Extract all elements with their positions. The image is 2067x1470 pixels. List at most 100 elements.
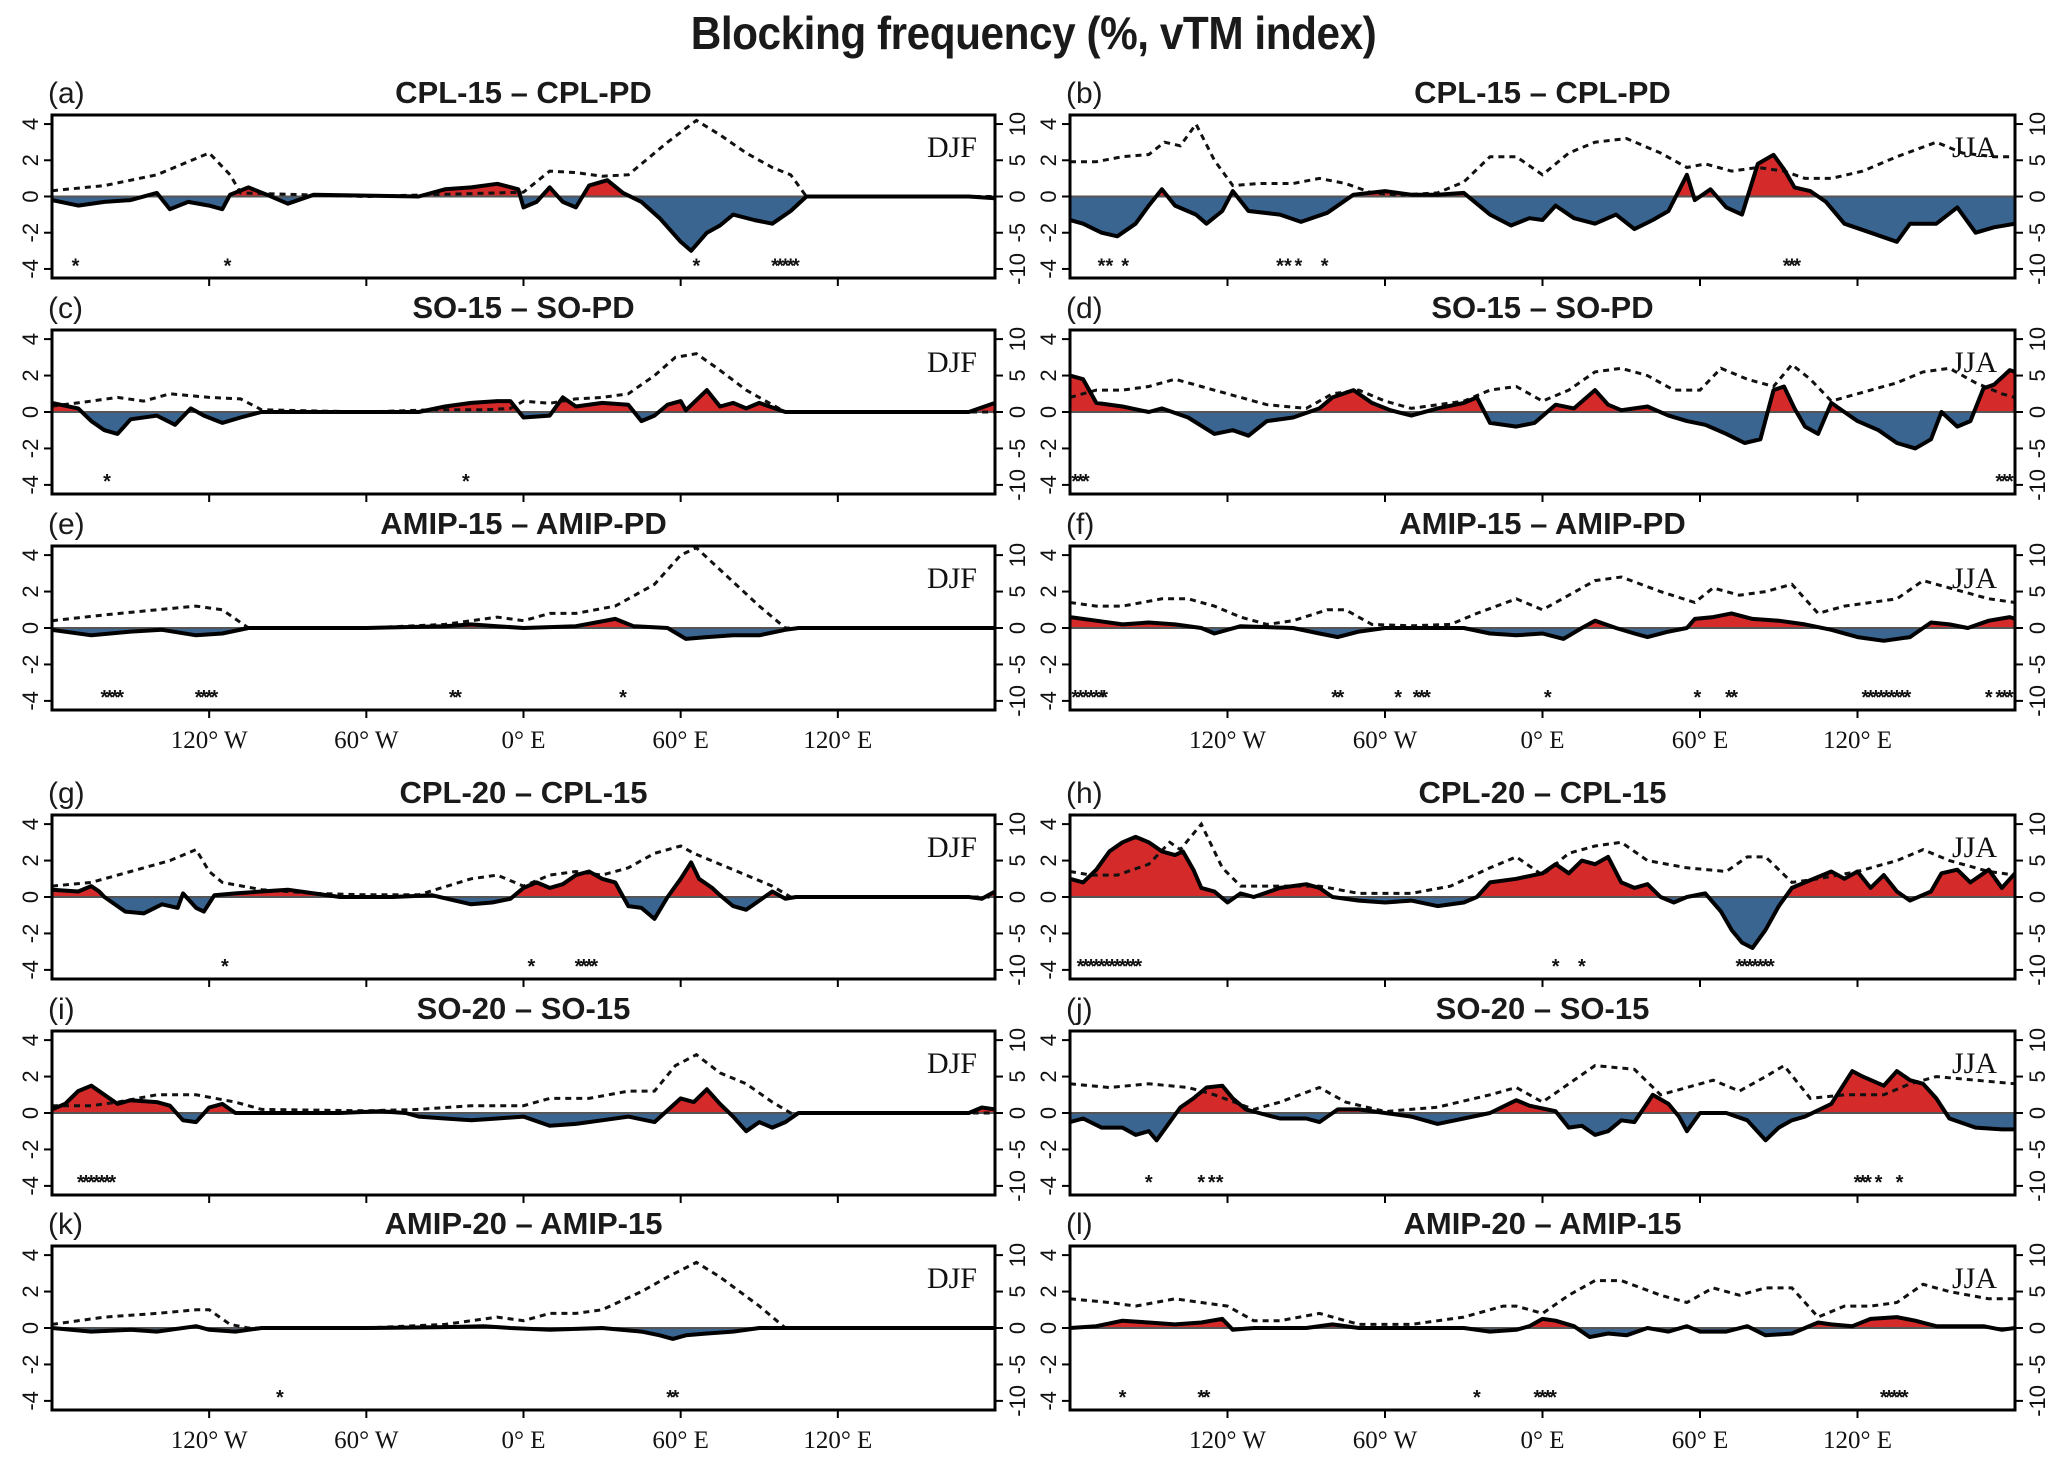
positive-anomaly-fill [52, 862, 995, 897]
significance-star: * [585, 956, 593, 978]
panel-g: (g) CPL-20 – CPL-15* * ****DJF420-2-41050-5… [18, 775, 1030, 987]
season-label: JJA [1952, 1047, 1997, 1080]
left-axis-tick-label: -4 [1036, 475, 1061, 495]
significance-star: * [2001, 687, 2009, 709]
panel-i: (i) SO-20 – SO-15*******DJF420-2-41050-5-… [18, 991, 1030, 1203]
x-axis-tick-label: 60° E [652, 1427, 709, 1454]
significance-star: * [1336, 687, 1344, 709]
significance-star: * [1098, 956, 1106, 978]
left-axis-tick-label: 0 [1036, 1107, 1061, 1119]
climatology-line [52, 1052, 995, 1115]
significance-star: * [1124, 956, 1132, 978]
significance-star: * [619, 687, 627, 709]
climatology-line [52, 118, 995, 199]
significance-star: * [103, 1172, 111, 1194]
left-axis-tick-label: 0 [1036, 406, 1061, 418]
left-axis-tick-label: 2 [18, 585, 43, 597]
right-axis-tick-label: -10 [2025, 1170, 2050, 1202]
significance-star: * [116, 687, 124, 709]
significance-star: * [1197, 1387, 1205, 1409]
right-axis-tick-label: 5 [2025, 1070, 2050, 1082]
right-axis-tick-label: -10 [1005, 1170, 1030, 1202]
significance-star: * [1762, 956, 1770, 978]
left-axis-tick-label: 2 [18, 1285, 43, 1297]
right-axis-tick-label: 0 [1005, 190, 1030, 202]
plot-area: * * * * * * * *** [1070, 121, 2015, 277]
significance-star: * [276, 1387, 284, 1409]
right-axis-tick-label: 0 [1005, 1322, 1030, 1334]
plot-area: **** **** ** * [52, 546, 995, 709]
significance-star: * [1896, 1387, 1904, 1409]
right-axis-tick-label: 10 [1005, 327, 1030, 351]
panel-label: (c) [48, 292, 83, 325]
right-axis-tick-label: 0 [2025, 1107, 2050, 1119]
plot-area: ******* ** * *** * * ** ********* * *** [1070, 575, 2015, 709]
panel-l: (l) AMIP-20 – AMIP-15* ** * **** *****JJA420-… [1036, 1206, 2050, 1454]
left-axis-tick-label: -4 [1036, 960, 1061, 980]
left-axis-tick-label: -4 [1036, 1391, 1061, 1411]
significance-star: * [1751, 956, 1759, 978]
left-axis-tick-label: -2 [18, 439, 43, 459]
significance-star: * [2001, 471, 2009, 493]
significance-star: * [1875, 1172, 1883, 1194]
right-axis-tick-label: 10 [2025, 1243, 2050, 1267]
anomaly-line [52, 860, 995, 921]
significance-star: * [82, 1172, 90, 1194]
significance-star: * [100, 687, 108, 709]
right-axis-tick-label: -10 [1005, 1385, 1030, 1417]
left-axis-tick-label: -2 [18, 924, 43, 944]
plot-area: ****** [52, 844, 995, 978]
significance-star: * [462, 471, 470, 493]
left-axis-tick-label: -2 [18, 223, 43, 243]
right-axis-tick-label: 0 [2025, 622, 2050, 634]
anomaly-line [1070, 611, 2015, 643]
significance-star: * [1331, 687, 1339, 709]
panel-label: (j) [1066, 993, 1093, 1026]
significance-star: * [1108, 956, 1116, 978]
significance-star: * [1423, 687, 1431, 709]
significance-star: * [1903, 687, 1911, 709]
left-axis-tick-label: 4 [18, 118, 43, 130]
panel-h: (h) CPL-20 – CPL-15************ * * *******J… [1036, 775, 2050, 987]
positive-anomaly-fill [1070, 613, 2015, 628]
negative-anomaly-fill [52, 628, 995, 639]
x-axis-tick-label: 120° E [1823, 1427, 1892, 1454]
left-axis-tick-label: 4 [18, 818, 43, 830]
left-axis-tick-label: 0 [18, 622, 43, 634]
significance-star: * [1276, 255, 1284, 277]
right-axis-tick-label: 10 [1005, 1028, 1030, 1052]
right-axis-tick-label: -5 [1005, 1355, 1030, 1375]
left-axis-tick-label: -4 [1036, 259, 1061, 279]
right-axis-tick-label: 10 [2025, 327, 2050, 351]
positive-anomaly-fill [52, 1085, 995, 1113]
panel-title: CPL-15 – CPL-PD [395, 75, 652, 110]
right-axis-tick-label: 0 [2025, 406, 2050, 418]
left-axis-tick-label: -2 [1036, 1355, 1061, 1375]
right-axis-tick-label: 10 [2025, 812, 2050, 836]
significance-star: * [1746, 956, 1754, 978]
left-axis-tick-label: 0 [18, 190, 43, 202]
right-axis-tick-label: 0 [1005, 622, 1030, 634]
significance-star: * [106, 687, 114, 709]
figure-title: Blocking frequency (%, vTM index) [690, 7, 1377, 59]
right-axis-tick-label: -5 [2025, 1355, 2050, 1375]
significance-star: * [1783, 255, 1791, 277]
significance-star: * [1544, 687, 1552, 709]
significance-star: * [1098, 255, 1106, 277]
panel-title: SO-20 – SO-15 [1436, 991, 1650, 1026]
plot-area: * * * ***** [52, 118, 995, 277]
significance-star: * [1896, 1172, 1904, 1194]
right-axis-tick-label: 10 [1005, 112, 1030, 136]
negative-anomaly-fill [52, 1113, 995, 1132]
right-axis-tick-label: -5 [1005, 1140, 1030, 1160]
panel-label: (a) [48, 77, 85, 110]
right-axis-tick-label: 10 [1005, 1243, 1030, 1267]
left-axis-tick-label: 4 [1036, 118, 1061, 130]
significance-star: * [1134, 956, 1142, 978]
anomaly-line [52, 616, 995, 641]
season-label: JJA [1952, 562, 1997, 595]
significance-star: * [580, 956, 588, 978]
significance-star: * [1321, 255, 1329, 277]
significance-star: * [2006, 471, 2014, 493]
